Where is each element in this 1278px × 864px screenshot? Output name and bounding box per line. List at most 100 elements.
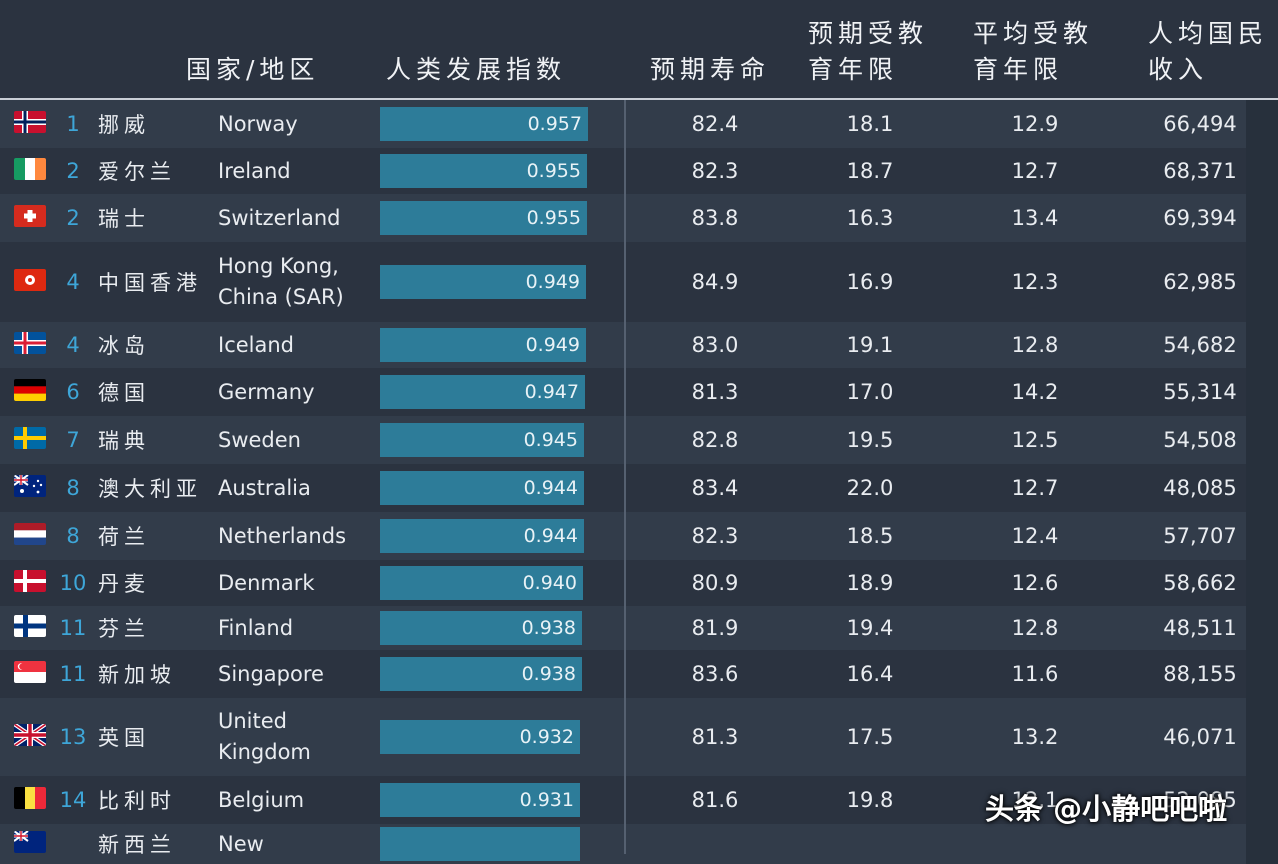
expected-schooling: 22.0 xyxy=(846,476,894,500)
flag-switzerland-icon xyxy=(14,205,46,227)
gni-per-capita: 58,662 xyxy=(1163,571,1237,595)
mean-schooling: 12.4 xyxy=(1011,524,1059,548)
hdi-bar: 0.955 xyxy=(380,154,587,188)
header-life-expectancy: 预期寿命 xyxy=(650,55,771,84)
country-name-en: Ireland xyxy=(218,158,291,183)
country-name-cn: 瑞典 xyxy=(98,429,150,453)
mean-schooling: 12.7 xyxy=(1011,159,1059,183)
gni-per-capita: 69,394 xyxy=(1163,206,1237,230)
country-name-cn: 荷兰 xyxy=(98,525,150,549)
gni-per-capita: 46,071 xyxy=(1163,725,1237,749)
expected-schooling: 18.9 xyxy=(846,571,894,595)
expected-schooling xyxy=(810,824,930,864)
flag-sweden-icon xyxy=(14,427,46,449)
rank: 11 xyxy=(59,616,87,640)
mean-schooling: 12.8 xyxy=(1011,333,1059,357)
mean-schooling: 13.4 xyxy=(1011,206,1059,230)
rank: 6 xyxy=(66,380,80,404)
table-row: 13 英国 United Kingdom 0.932 81.3 17.5 13.2 46,07… xyxy=(0,698,1278,776)
hdi-bar xyxy=(380,827,580,861)
country-name-cn: 冰岛 xyxy=(98,334,150,358)
hdi-bar: 0.944 xyxy=(380,471,584,505)
watermark: 头条 @小静吧吧啦 xyxy=(985,792,1228,826)
country-name-en: Australia xyxy=(218,475,311,500)
rank: 2 xyxy=(66,159,80,183)
row-edge xyxy=(1246,606,1278,650)
country-name-en: Germany xyxy=(218,379,315,404)
row-edge xyxy=(1246,698,1278,776)
rank: 1 xyxy=(66,112,80,136)
gni-per-capita: 54,508 xyxy=(1163,428,1237,452)
country-name-en: Hong Kong, China (SAR) xyxy=(218,254,344,309)
row-edge xyxy=(1246,776,1278,824)
gni-per-capita: 52,085 xyxy=(1163,788,1237,812)
mean-schooling xyxy=(975,824,1095,864)
table-row: 4 中国香港 Hong Kong, China (SAR) 0.949 84.9 16.9… xyxy=(0,242,1278,322)
country-name-cn: 德国 xyxy=(98,381,150,405)
table-row: 1 挪威 Norway 0.957 82.4 18.1 12.9 66,494 xyxy=(0,100,1278,148)
flag-iceland-icon xyxy=(14,332,46,354)
expected-schooling: 19.5 xyxy=(846,428,894,452)
row-edge xyxy=(1246,464,1278,512)
country-name-en: Belgium xyxy=(218,787,305,812)
expected-schooling: 18.7 xyxy=(846,159,894,183)
flag-uk-icon xyxy=(14,724,46,746)
rank: 4 xyxy=(66,270,80,294)
expected-schooling: 19.8 xyxy=(846,788,894,812)
expected-schooling: 17.0 xyxy=(846,380,894,404)
header-country: 国家/地区 xyxy=(186,55,320,84)
flag-finland-icon xyxy=(14,615,46,637)
country-name-en: Iceland xyxy=(218,332,295,357)
row-edge xyxy=(1246,148,1278,194)
row-edge xyxy=(1246,100,1278,148)
gni-per-capita: 48,085 xyxy=(1163,476,1237,500)
mean-schooling: 12.1 xyxy=(1011,788,1059,812)
header-divider xyxy=(0,98,1278,100)
mean-schooling: 11.6 xyxy=(1011,662,1059,686)
country-name-cn: 瑞士 xyxy=(98,207,150,231)
mean-schooling: 12.6 xyxy=(1011,571,1059,595)
life-expectancy: 81.3 xyxy=(691,725,739,749)
country-name-cn: 挪威 xyxy=(98,113,150,137)
header-gni-2: 收入 xyxy=(1148,55,1209,84)
country-name-cn: 芬兰 xyxy=(98,617,150,641)
column-divider xyxy=(624,100,626,854)
flag-singapore-icon xyxy=(14,661,46,683)
gni-per-capita: 55,314 xyxy=(1163,380,1237,404)
mean-schooling: 12.9 xyxy=(1011,112,1059,136)
table-row: 新西兰 New xyxy=(0,824,1278,864)
gni-per-capita xyxy=(1140,824,1260,864)
table-header: 国家/地区 人类发展指数 预期寿命 预期受教 育年限 平均受教 育年限 人均国民… xyxy=(0,0,1278,98)
table-row: 7 瑞典 Sweden 0.945 82.8 19.5 12.5 54,508 xyxy=(0,416,1278,464)
life-expectancy: 83.8 xyxy=(691,206,739,230)
row-edge xyxy=(1246,650,1278,698)
life-expectancy: 83.4 xyxy=(691,476,739,500)
hdi-bar: 0.932 xyxy=(380,720,580,754)
mean-schooling: 12.7 xyxy=(1011,476,1059,500)
life-expectancy: 84.9 xyxy=(691,270,739,294)
gni-per-capita: 48,511 xyxy=(1163,616,1237,640)
hdi-bar: 0.938 xyxy=(380,611,582,645)
row-edge xyxy=(1246,560,1278,606)
country-name-en: Switzerland xyxy=(218,205,341,230)
country-name-en: Netherlands xyxy=(218,523,347,548)
header-gni-1: 人均国民 xyxy=(1148,19,1269,48)
country-name-en: Norway xyxy=(218,111,298,136)
hdi-bar: 0.944 xyxy=(380,519,584,553)
country-name-en: Sweden xyxy=(218,427,301,452)
country-name-cn: 中国香港 xyxy=(98,271,202,295)
mean-schooling: 12.8 xyxy=(1011,616,1059,640)
country-name-cn: 新加坡 xyxy=(98,663,176,687)
row-edge xyxy=(1246,512,1278,560)
gni-per-capita: 88,155 xyxy=(1163,662,1237,686)
flag-norway-icon xyxy=(14,111,46,133)
row-edge xyxy=(1246,322,1278,368)
header-mean-schooling-2: 育年限 xyxy=(973,55,1064,84)
rank: 14 xyxy=(59,788,87,812)
life-expectancy: 80.9 xyxy=(691,571,739,595)
table-row: 11 芬兰 Finland 0.938 81.9 19.4 12.8 48,511 xyxy=(0,606,1278,650)
country-name-cn: 英国 xyxy=(98,726,150,750)
table-row: 11 新加坡 Singapore 0.938 83.6 16.4 11.6 88,155 xyxy=(0,650,1278,698)
gni-per-capita: 66,494 xyxy=(1163,112,1237,136)
gni-per-capita: 62,985 xyxy=(1163,270,1237,294)
